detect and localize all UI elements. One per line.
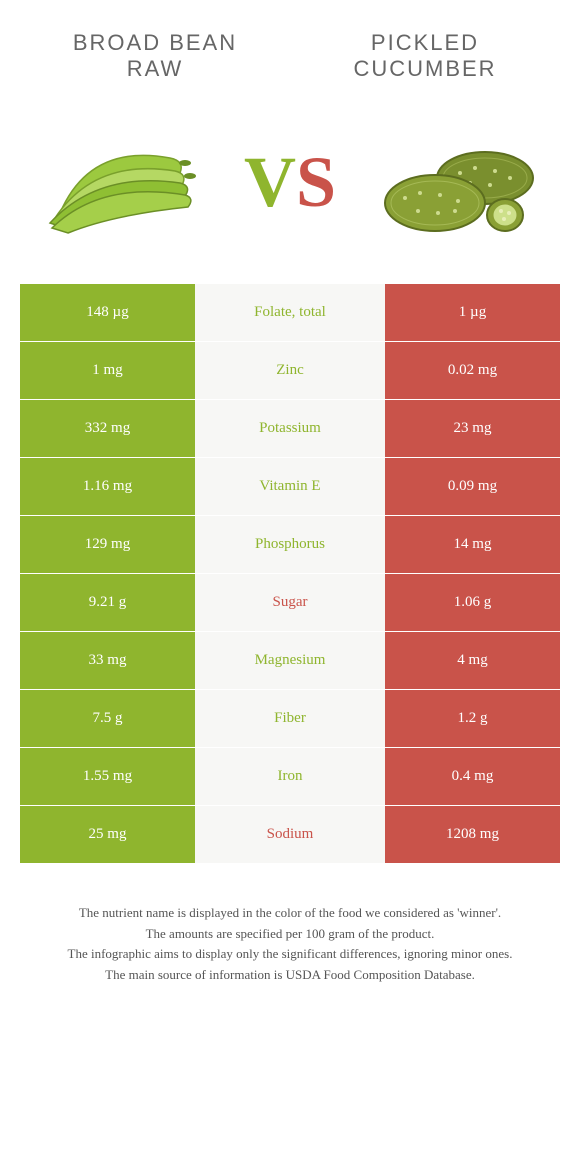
header-left-line1: BROAD BEAN — [20, 30, 290, 56]
nutrient-label: Magnesium — [195, 632, 385, 689]
pickled-cucumber-image — [350, 113, 560, 253]
value-left: 25 mg — [20, 806, 195, 863]
table-row: 25 mgSodium1208 mg — [20, 805, 560, 863]
header-right-line2: CUCUMBER — [290, 56, 560, 82]
table-row: 7.5 gFiber1.2 g — [20, 689, 560, 747]
value-right: 1.2 g — [385, 690, 560, 747]
pickle-icon — [370, 123, 540, 243]
header-row: BROAD BEAN RAW PICKLED CUCUMBER — [0, 0, 580, 93]
vs-label: VS — [230, 141, 350, 224]
nutrient-label: Folate, total — [195, 284, 385, 341]
value-left: 148 µg — [20, 284, 195, 341]
vs-s: S — [296, 142, 336, 222]
value-left: 1.55 mg — [20, 748, 195, 805]
nutrient-label: Vitamin E — [195, 458, 385, 515]
nutrient-table: 148 µgFolate, total1 µg1 mgZinc0.02 mg33… — [20, 283, 560, 863]
footer-line-3: The infographic aims to display only the… — [40, 944, 540, 965]
broad-bean-icon — [40, 123, 210, 243]
nutrient-label: Zinc — [195, 342, 385, 399]
value-right: 1208 mg — [385, 806, 560, 863]
table-row: 129 mgPhosphorus14 mg — [20, 515, 560, 573]
footer-line-1: The nutrient name is displayed in the co… — [40, 903, 540, 924]
value-right: 1 µg — [385, 284, 560, 341]
nutrient-label: Sodium — [195, 806, 385, 863]
value-right: 0.09 mg — [385, 458, 560, 515]
nutrient-label: Iron — [195, 748, 385, 805]
value-right: 1.06 g — [385, 574, 560, 631]
table-row: 33 mgMagnesium4 mg — [20, 631, 560, 689]
nutrient-label: Fiber — [195, 690, 385, 747]
broad-bean-image — [20, 113, 230, 253]
value-right: 0.4 mg — [385, 748, 560, 805]
nutrient-label: Potassium — [195, 400, 385, 457]
images-row: VS — [0, 93, 580, 283]
value-left: 1 mg — [20, 342, 195, 399]
header-right-line1: PICKLED — [290, 30, 560, 56]
header-left: BROAD BEAN RAW — [20, 30, 290, 83]
value-left: 332 mg — [20, 400, 195, 457]
value-right: 14 mg — [385, 516, 560, 573]
value-right: 23 mg — [385, 400, 560, 457]
value-left: 1.16 mg — [20, 458, 195, 515]
header-right: PICKLED CUCUMBER — [290, 30, 560, 83]
nutrient-label: Phosphorus — [195, 516, 385, 573]
footer-line-2: The amounts are specified per 100 gram o… — [40, 924, 540, 945]
table-row: 1.16 mgVitamin E0.09 mg — [20, 457, 560, 515]
value-right: 4 mg — [385, 632, 560, 689]
nutrient-label: Sugar — [195, 574, 385, 631]
value-right: 0.02 mg — [385, 342, 560, 399]
value-left: 7.5 g — [20, 690, 195, 747]
table-row: 1.55 mgIron0.4 mg — [20, 747, 560, 805]
footer-line-4: The main source of information is USDA F… — [40, 965, 540, 986]
table-row: 332 mgPotassium23 mg — [20, 399, 560, 457]
header-left-line2: RAW — [20, 56, 290, 82]
value-left: 129 mg — [20, 516, 195, 573]
table-row: 148 µgFolate, total1 µg — [20, 283, 560, 341]
footer-notes: The nutrient name is displayed in the co… — [0, 863, 580, 1016]
value-left: 9.21 g — [20, 574, 195, 631]
infographic: BROAD BEAN RAW PICKLED CUCUMBER VS — [0, 0, 580, 1016]
table-row: 1 mgZinc0.02 mg — [20, 341, 560, 399]
value-left: 33 mg — [20, 632, 195, 689]
table-row: 9.21 gSugar1.06 g — [20, 573, 560, 631]
vs-v: V — [244, 142, 296, 222]
